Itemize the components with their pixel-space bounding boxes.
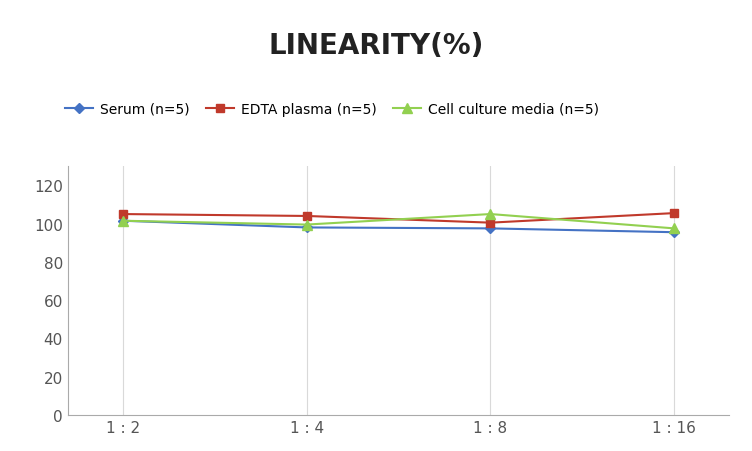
Serum (n=5) [302, 225, 311, 230]
Text: LINEARITY(%): LINEARITY(%) [268, 32, 484, 60]
Cell culture media (n=5) [302, 222, 311, 228]
Legend: Serum (n=5), EDTA plasma (n=5), Cell culture media (n=5): Serum (n=5), EDTA plasma (n=5), Cell cul… [59, 97, 605, 122]
Serum (n=5) [670, 230, 679, 235]
Line: Cell culture media (n=5): Cell culture media (n=5) [118, 210, 679, 234]
EDTA plasma (n=5) [118, 212, 127, 217]
Cell culture media (n=5) [118, 219, 127, 224]
EDTA plasma (n=5) [670, 211, 679, 216]
Line: EDTA plasma (n=5): EDTA plasma (n=5) [119, 209, 678, 227]
Serum (n=5) [118, 219, 127, 224]
Line: Serum (n=5): Serum (n=5) [120, 218, 678, 236]
Cell culture media (n=5) [670, 226, 679, 232]
Cell culture media (n=5) [486, 212, 495, 217]
Serum (n=5) [486, 226, 495, 232]
EDTA plasma (n=5) [302, 214, 311, 219]
EDTA plasma (n=5) [486, 221, 495, 226]
